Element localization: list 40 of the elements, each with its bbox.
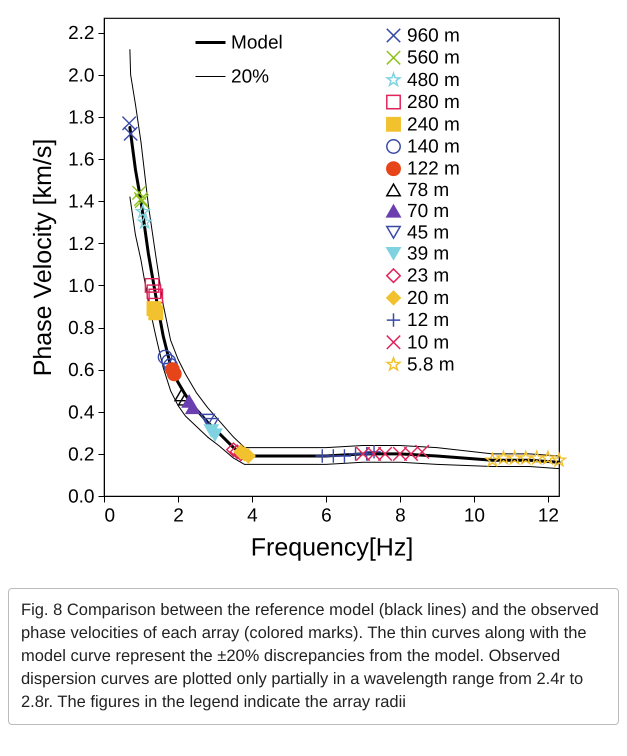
legend-label: 140 m (407, 136, 460, 158)
legend-label: 20 m (407, 288, 450, 309)
legend-label: 10 m (407, 332, 450, 354)
y-tick-label: 0.8 (68, 318, 94, 340)
y-tick-label: 0.4 (68, 402, 95, 424)
legend-label: 39 m (407, 244, 450, 264)
y-tick-label: 1.6 (68, 150, 94, 171)
y-axis-title: Phase Velocity [km/s] (29, 138, 58, 376)
x-tick-label: 0 (104, 506, 116, 526)
y-tick-label: 0.0 (68, 486, 94, 508)
legend-label: Model (231, 32, 283, 54)
legend-label: 70 m (407, 201, 450, 222)
y-tick-label: 0.6 (68, 360, 94, 382)
legend-label: 480 m (407, 70, 460, 91)
x-tick-label: 4 (247, 506, 258, 526)
y-tick-label: 1.4 (68, 192, 95, 213)
legend-label: 960 m (407, 26, 460, 46)
legend-label: 240 m (407, 114, 460, 136)
y-tick-label: 1.2 (68, 234, 94, 255)
y-tick-label: 1.8 (68, 107, 94, 128)
y-tick-label: 2.2 (68, 23, 94, 44)
x-tick-label: 2 (173, 506, 184, 526)
legend-label: 12 m (407, 310, 450, 332)
legend-label: 280 m (407, 92, 460, 114)
x-tick-label: 10 (464, 506, 485, 526)
caption: Fig. 8 Comparison between the reference model (black lines) and the observed phase velocities of each array (colored marks). The thin curves along with the model curve represent the ±20% discrepancies from the model. Observed dispersion curves are plotted only partially in a wavelength range from 2.4r to 2.8r. The figures in the legend indicate the array radii (21, 600, 600, 713)
legend-label: 560 m (407, 48, 460, 69)
x-tick-label: 12 (538, 506, 559, 526)
y-tick-label: 1.0 (68, 276, 94, 297)
legend-label: 78 m (407, 180, 450, 201)
legend-label: 122 m (407, 158, 460, 180)
x-axis-title: Frequency[Hz] (250, 534, 414, 562)
legend-label: 20% (231, 66, 270, 88)
legend-label: 45 m (407, 222, 450, 244)
y-tick-label: 0.2 (68, 444, 94, 466)
legend-label: 23 m (407, 266, 450, 287)
y-tick-label: 2.0 (68, 65, 94, 86)
legend-label: 5.8 m (407, 354, 455, 376)
x-tick-label: 6 (321, 506, 332, 526)
x-tick-label: 8 (395, 506, 406, 526)
